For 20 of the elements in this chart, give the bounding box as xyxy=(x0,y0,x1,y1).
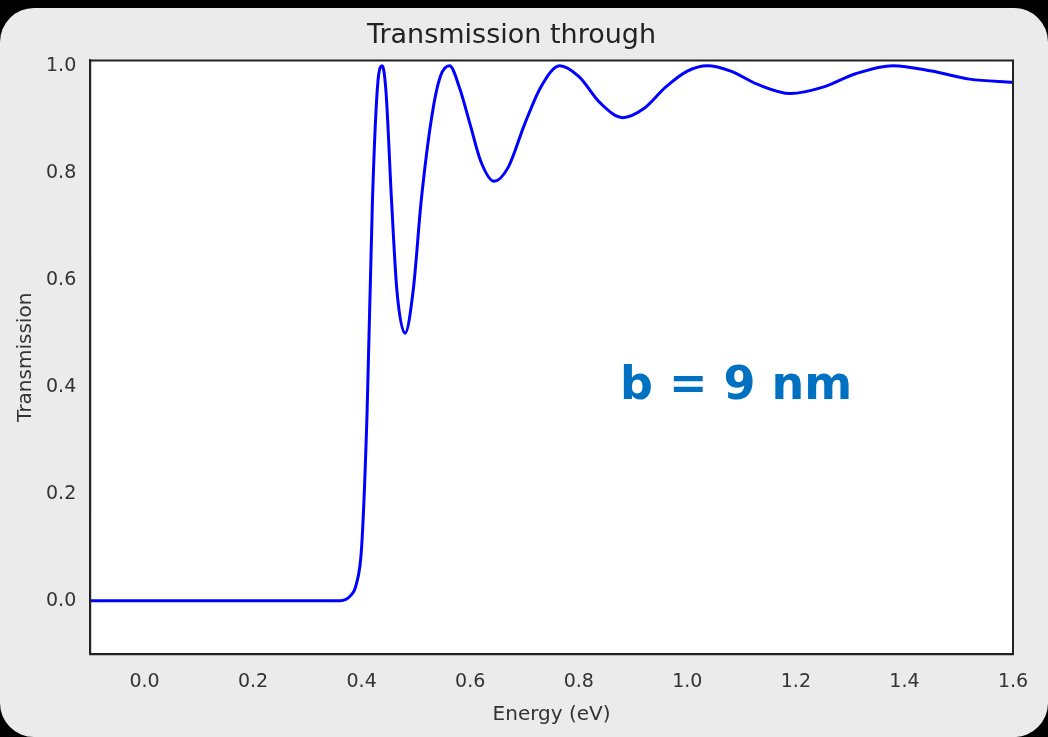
chart-title: Transmission through xyxy=(365,18,657,50)
y-tick-label: 0.0 xyxy=(46,587,77,610)
x-tick-label: 1.0 xyxy=(672,668,703,691)
x-tick-label: 1.2 xyxy=(780,668,811,691)
x-tick-label: 1.6 xyxy=(997,668,1029,691)
x-tick-label: 0.4 xyxy=(346,668,377,691)
x-tick-label: 0.2 xyxy=(237,668,269,691)
x-tick-label: 0.0 xyxy=(129,668,160,691)
y-axis-title: Transmission xyxy=(12,292,37,423)
x-tick-label: 1.4 xyxy=(889,668,920,691)
y-tick-label: 0.8 xyxy=(46,159,77,182)
y-tick-label: 0.6 xyxy=(46,266,77,289)
y-tick-label: 1.0 xyxy=(46,52,77,75)
x-axis-title: Energy (eV) xyxy=(492,701,611,726)
line-series xyxy=(90,64,1013,603)
x-tick-label: 0.6 xyxy=(455,668,486,691)
annotation: b = 9 nm xyxy=(620,355,853,410)
y-tick-label: 0.4 xyxy=(46,373,77,396)
y-tick-label: 0.2 xyxy=(46,480,77,503)
x-tick-label: 0.8 xyxy=(563,668,594,691)
